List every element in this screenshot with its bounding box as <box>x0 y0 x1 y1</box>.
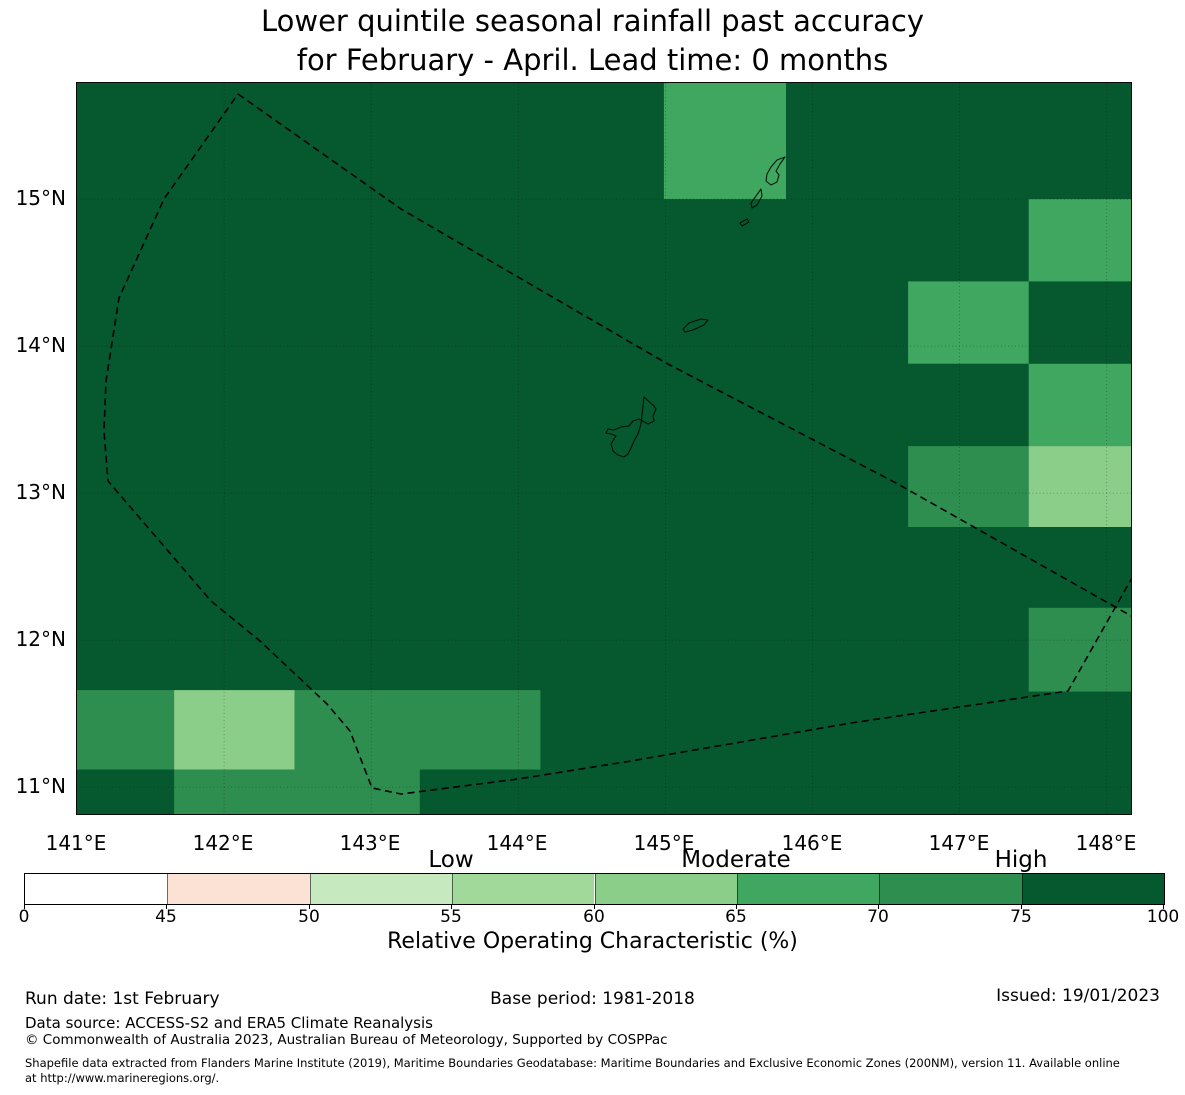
roc-cell-60-65 <box>174 690 295 770</box>
colorbar-tick-label-75: 75 <box>1010 907 1032 927</box>
footer-issued-date: Issued: 19/01/2023 <box>996 986 1160 1006</box>
colorbar-segment-70-75 <box>879 874 1022 904</box>
footer-data-source: Data source: ACCESS-S2 and ERA5 Climate … <box>25 1014 433 1032</box>
roc-cell-60-65 <box>1028 446 1131 527</box>
x-tick-label-145: 145°E <box>633 831 695 855</box>
island-guam <box>605 396 657 458</box>
roc-cell-70-75 <box>77 690 175 770</box>
colorbar-tick <box>1163 904 1164 909</box>
colorbar <box>24 873 1165 905</box>
legend-label-low: Low <box>428 847 474 873</box>
x-tick-label-148: 148°E <box>1075 831 1137 855</box>
island-rota <box>682 318 709 333</box>
footer-shapefile-note-line-1: Shapefile data extracted from Flanders M… <box>25 1056 1120 1070</box>
chart-title: Lower quintile seasonal rainfall past ac… <box>0 2 1185 80</box>
roc-cell-70-75 <box>1028 607 1131 692</box>
island-farallon-de-medinilla <box>739 218 750 227</box>
roc-cell-70-75 <box>294 690 541 770</box>
x-tick-label-142: 142°E <box>192 831 254 855</box>
colorbar-tick <box>1021 904 1022 909</box>
colorbar-tick <box>736 904 737 909</box>
chart-title-line-2: for February - April. Lead time: 0 month… <box>296 43 889 77</box>
map-area <box>76 82 1132 815</box>
legend-label-high: High <box>994 847 1048 873</box>
colorbar-segment-75-100 <box>1021 874 1164 904</box>
colorbar-segment-0-45 <box>25 874 168 904</box>
colorbar-tick <box>166 904 167 909</box>
chart-title-line-1: Lower quintile seasonal rainfall past ac… <box>260 4 925 38</box>
footer-run-date: Run date: 1st February <box>25 989 220 1009</box>
roc-cell-65-70 <box>908 281 1029 364</box>
x-tick-label-147: 147°E <box>928 831 990 855</box>
colorbar-segment-65-70 <box>736 874 880 904</box>
x-tick-label-144: 144°E <box>486 831 548 855</box>
colorbar-tick <box>309 904 310 909</box>
roc-cell-65-70 <box>1028 199 1131 282</box>
colorbar-separator <box>309 874 311 904</box>
footer-base-period: Base period: 1981-2018 <box>490 989 695 1009</box>
colorbar-segment-45-50 <box>167 874 310 904</box>
roc-cell-70-75 <box>174 769 420 814</box>
colorbar-title: Relative Operating Characteristic (%) <box>387 929 798 954</box>
colorbar-tick-label-50: 50 <box>298 907 320 927</box>
colorbar-separator <box>594 874 596 904</box>
map-svg <box>77 83 1131 814</box>
x-tick-label-143: 143°E <box>339 831 401 855</box>
colorbar-segment-50-55 <box>309 874 453 904</box>
colorbar-tick-label-55: 55 <box>440 907 462 927</box>
footer-shapefile-note-line-2: at http://www.marineregions.org/. <box>25 1071 220 1085</box>
roc-cell-70-75 <box>908 446 1029 527</box>
roc-cell-65-70 <box>1028 363 1131 447</box>
colorbar-tick <box>24 904 25 909</box>
x-tick-label-146: 146°E <box>781 831 843 855</box>
y-tick-label-14: 14°N <box>15 333 66 357</box>
legend-label-moderate: Moderate <box>681 847 791 873</box>
colorbar-separator <box>1021 874 1023 904</box>
colorbar-tick-label-100: 100 <box>1146 907 1180 927</box>
eez-northeast-line <box>237 93 1131 617</box>
colorbar-separator <box>452 874 454 904</box>
colorbar-tick-label-70: 70 <box>867 907 889 927</box>
colorbar-separator <box>167 874 169 904</box>
colorbar-tick-label-0: 0 <box>18 907 30 927</box>
colorbar-tick <box>594 904 595 909</box>
island-tinian <box>750 188 763 209</box>
colorbar-tick-label-45: 45 <box>155 907 177 927</box>
colorbar-segment-55-60 <box>452 874 595 904</box>
colorbar-separator <box>736 874 738 904</box>
colorbar-tick-label-65: 65 <box>725 907 747 927</box>
y-tick-label-13: 13°N <box>15 480 66 504</box>
y-tick-label-15: 15°N <box>15 186 66 210</box>
colorbar-segment-60-65 <box>594 874 737 904</box>
y-tick-label-12: 12°N <box>15 627 66 651</box>
footer-copyright: © Commonwealth of Australia 2023, Austra… <box>25 1032 668 1048</box>
colorbar-separator <box>879 874 881 904</box>
colorbar-tick <box>878 904 879 909</box>
eez-east-south-west-line <box>103 93 1131 795</box>
x-tick-label-141: 141°E <box>45 831 107 855</box>
colorbar-tick <box>451 904 452 909</box>
island-saipan <box>765 156 786 186</box>
y-tick-label-11: 11°N <box>15 774 66 798</box>
colorbar-tick-label-60: 60 <box>583 907 605 927</box>
